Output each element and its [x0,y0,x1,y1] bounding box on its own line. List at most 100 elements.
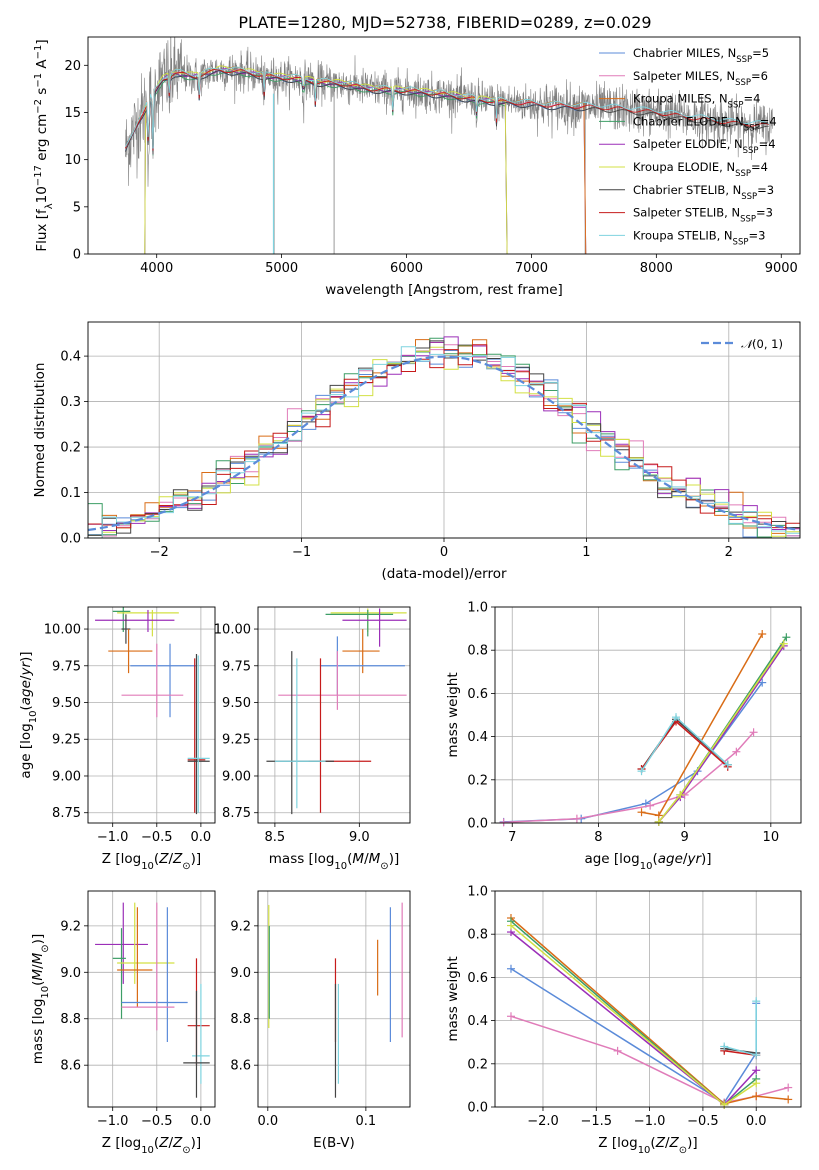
x-tick-label: 8 [594,830,602,845]
y-tick-label: 9.25 [52,733,81,748]
x-tick-label: 0.0 [191,830,212,845]
y-tick-label: 9.75 [222,659,251,674]
x-tick-label: 4000 [140,261,173,276]
y-tick-label: 0.4 [467,730,488,745]
gaussian-curve [88,355,800,532]
axes-frame [494,890,802,1108]
y-tick-label: 0.6 [467,971,488,986]
x-tick-label: 0.1 [356,1114,377,1129]
y-tick-label: 0.2 [60,441,81,456]
weight_age-axes: 7 8 9 10 0.0 0.2 0.4 0.6 0.8 1.0 [467,601,801,845]
x-tick-label: 7000 [515,261,548,276]
x-tick-label: −1 [292,545,311,560]
residual-histogram-line [88,336,800,532]
age_Z-axes: −1.0 −0.5 0.0 8.75 9.00 9.25 9.50 9.75 10.00 [44,607,215,845]
x-tick-label: 0.0 [746,1114,767,1129]
spectrum-axes: 4000 5000 6000 7000 8000 9000 0 5 10 15 20 [64,59,797,276]
legend-label: Kroupa STELIB, NSSP=3 [633,228,765,247]
axes-frame [87,36,801,255]
legend-label: Kroupa MILES, NSSP=4 [633,92,760,111]
y-tick-label: 9.0 [230,966,251,981]
y-tick-label: 9.25 [222,733,251,748]
y-tick-label: 8.8 [60,1012,81,1027]
y-tick-label: 8.6 [60,1059,81,1074]
y-tick-label: 0.4 [467,1014,488,1029]
y-axis-label: Flux [fλ10−17 erg cm−2 s−1 A−1] [33,39,55,251]
y-tick-label: 8.75 [52,806,81,821]
x-tick-label: −2 [150,545,169,560]
y-tick-label: 0 [73,248,81,263]
y-axis-label: mass weight [445,956,461,1041]
axes-frame [257,890,411,1108]
x-axis-label: (data-model)/error [381,566,507,582]
x-tick-label: 2 [725,545,733,560]
y-tick-label: 0.6 [467,687,488,702]
x-axis-label: age [log10(age/yr)] [584,851,711,872]
x-tick-label: −0.5 [687,1114,719,1129]
x-tick-label: 5000 [265,261,298,276]
y-tick-label: 9.2 [60,919,81,934]
axes-frame [87,890,216,1108]
x-tick-label: −0.5 [141,830,173,845]
x-tick-label: 9000 [765,261,798,276]
x-tick-label: −1.0 [634,1114,666,1129]
legend-label: Kroupa ELODIE, NSSP=4 [633,160,768,179]
y-tick-label: 8.6 [230,1059,251,1074]
x-axis-label: wavelength [Angstrom, rest frame] [325,282,563,298]
spectrum-legend: Chabrier MILES, NSSP=5 Salpeter MILES, NS… [599,46,777,247]
x-tick-label: −1.5 [581,1114,613,1129]
x-axis-label: E(B-V) [313,1135,355,1151]
x-tick-label: 0.0 [191,1114,212,1129]
legend-label: 𝒩(0, 1) [741,337,783,351]
y-tick-label: 0.0 [467,817,488,832]
axes-frame [257,606,411,824]
y-axis-label: mass weight [445,672,461,757]
x-axis-label: Z [log10(Z/Z⊙)] [598,1135,697,1156]
legend-label: Chabrier STELIB, NSSP=3 [633,183,774,202]
x-tick-label: 6000 [390,261,423,276]
axes-frame [87,321,801,539]
y-tick-label: 8.8 [230,1012,251,1027]
x-axis-label: mass [log10(M/M⊙)] [269,851,399,872]
y-tick-label: 1.0 [467,601,488,616]
x-tick-label: 0.0 [257,1114,278,1129]
x-tick-label: 9 [680,830,688,845]
y-axis-label: Normed distribution [32,363,48,498]
y-tick-label: 10 [64,153,81,168]
y-tick-label: 9.50 [52,696,81,711]
y-tick-label: 1.0 [467,885,488,900]
y-tick-label: 0.2 [467,1057,488,1072]
x-tick-label: 8.5 [265,830,286,845]
legend-label: Salpeter STELIB, NSSP=3 [633,206,773,225]
mass_EBV-axes: 0.0 0.1 8.6 8.8 9.0 9.2 [230,891,410,1129]
x-tick-label: 9.0 [349,830,370,845]
legend-label: Salpeter MILES, NSSP=6 [633,69,768,88]
y-tick-label: 9.75 [52,659,81,674]
legend-label: Chabrier MILES, NSSP=5 [633,46,769,65]
age_mass-axes: 8.5 9.0 8.75 9.00 9.25 9.50 9.75 10.00 [214,607,410,845]
x-tick-label: 8000 [640,261,673,276]
figure-title: PLATE=1280, MJD=52738, FIBERID=0289, z=0… [238,13,651,32]
x-tick-label: 7 [508,830,516,845]
y-tick-label: 0.4 [60,350,81,365]
y-tick-label: 9.50 [222,696,251,711]
y-tick-label: 5 [73,200,81,215]
y-tick-label: 0.8 [467,644,488,659]
y-tick-label: 15 [64,106,81,121]
y-tick-label: 0.2 [467,773,488,788]
x-tick-label: −0.5 [141,1114,173,1129]
y-axis-label: mass [log10(M/M⊙)] [30,934,51,1064]
x-tick-label: −2.0 [527,1114,559,1129]
x-tick-label: −1.0 [97,1114,129,1129]
y-tick-label: 9.2 [230,919,251,934]
model-fit-line [125,66,769,149]
model-fit-line [125,68,769,151]
y-tick-label: 0.1 [60,486,81,501]
x-axis-label: Z [log10(Z/Z⊙)] [102,1135,201,1156]
x-tick-label: 0 [440,545,448,560]
y-tick-label: 10.00 [44,623,81,638]
legend-label: Chabrier ELODIE, NSSP=4 [633,114,777,133]
y-tick-label: 9.0 [60,966,81,981]
y-tick-label: 9.00 [222,769,251,784]
y-tick-label: 0.0 [60,532,81,547]
